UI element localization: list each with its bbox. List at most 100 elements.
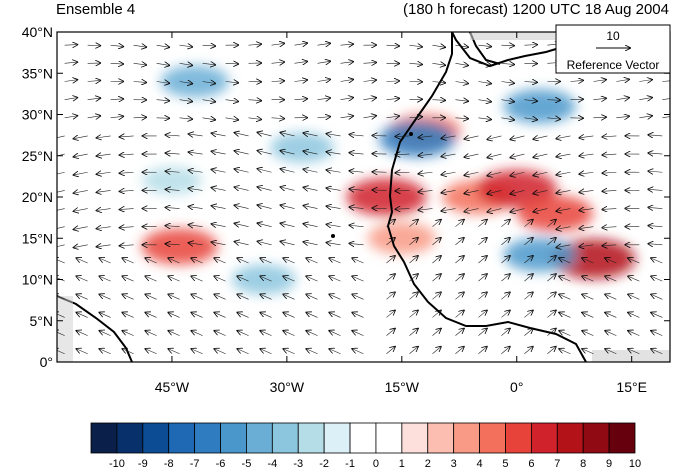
wind-vector (317, 79, 331, 81)
wind-vector (559, 294, 571, 300)
wind-vector (281, 151, 295, 154)
colorbar-swatch (401, 422, 429, 454)
wind-vector (156, 63, 170, 65)
wind-vector (99, 258, 111, 264)
wind-vector (283, 349, 295, 355)
wind-vector (386, 329, 394, 336)
anomaly-blob (503, 89, 576, 124)
wind-vector (214, 294, 226, 300)
wind-vector (352, 276, 364, 282)
wind-vector (76, 258, 88, 264)
wind-vector (524, 45, 537, 46)
wind-vector (579, 245, 594, 247)
wind-vector (350, 153, 364, 154)
colorbar-label: 1 (399, 458, 405, 470)
wind-vector (225, 100, 239, 102)
x-tick-label: 15°W (385, 379, 420, 395)
wind-vector (464, 190, 479, 193)
wind-vector (99, 276, 111, 282)
wind-vector (340, 79, 354, 81)
colorbar-swatch (297, 422, 325, 454)
wind-vector (120, 190, 134, 191)
wind-vector (168, 313, 180, 318)
wind-vector (74, 172, 88, 175)
wind-vector (363, 98, 377, 100)
wind-vector (110, 116, 124, 117)
wind-vector (156, 45, 170, 47)
wind-vector (386, 256, 394, 264)
wind-vector (409, 256, 417, 264)
wind-vector (327, 188, 341, 190)
wind-vector (145, 331, 157, 336)
wind-vector (409, 45, 422, 47)
wind-vector (317, 61, 331, 63)
wind-vector (329, 313, 341, 318)
wind-vector (628, 313, 640, 318)
wind-vector (605, 258, 617, 264)
colorbar-label: 8 (580, 458, 586, 470)
wind-vector (166, 171, 180, 172)
wind-vector (166, 226, 180, 227)
wind-vector (133, 117, 147, 118)
canary-islands (409, 132, 413, 136)
wind-vector (409, 117, 422, 118)
wind-vector (628, 331, 640, 336)
wind-vector (57, 190, 65, 193)
wind-vector (166, 189, 180, 190)
wind-vector (122, 331, 134, 336)
colorbar-label: 10 (629, 458, 641, 470)
wind-vector (281, 223, 295, 226)
wind-vector (432, 100, 445, 101)
wind-vector (191, 331, 203, 336)
wind-vector (260, 294, 272, 300)
wind-vector (582, 331, 594, 336)
wind-vector (306, 313, 318, 318)
wind-vector (74, 227, 88, 230)
wind-vector (97, 136, 111, 138)
wind-vector (386, 116, 399, 118)
wind-vector (559, 349, 571, 355)
wind-vector (648, 171, 663, 172)
wind-vector (501, 118, 514, 120)
wind-vector (329, 276, 341, 282)
wind-vector (327, 152, 341, 154)
wind-vector (579, 136, 594, 138)
wind-vector (455, 220, 463, 227)
wind-vector (455, 100, 468, 102)
wind-vector (304, 187, 318, 190)
colorbar-label: 7 (554, 458, 560, 470)
wind-vector (524, 100, 537, 102)
wind-vector (64, 80, 78, 82)
wind-vector (478, 238, 486, 246)
wind-vector (524, 274, 532, 282)
wind-vector (340, 98, 354, 100)
wind-vector (547, 310, 555, 318)
wind-vector (602, 227, 617, 228)
wind-vector (57, 313, 65, 318)
wind-vector (327, 206, 341, 208)
anomaly-blob (160, 65, 229, 98)
colorbar-label: -1 (345, 458, 355, 470)
wind-vector (166, 244, 180, 245)
wind-vector (418, 172, 433, 174)
wind-vector (97, 227, 111, 229)
wind-vector (478, 292, 486, 300)
wind-vector (350, 171, 364, 172)
wind-vector (133, 63, 147, 65)
wind-vector (74, 245, 88, 248)
wind-vector (579, 209, 594, 211)
wind-vector (363, 80, 377, 82)
wind-vector (478, 118, 491, 120)
wind-vector (317, 117, 331, 118)
wind-vector (547, 329, 555, 336)
wind-vector (340, 116, 354, 118)
anomaly-blob (141, 228, 218, 265)
wind-vector (579, 227, 594, 229)
wind-vector (235, 187, 249, 190)
wind-vector (306, 276, 318, 282)
wind-vector (386, 310, 394, 318)
wind-vector (501, 82, 514, 84)
colorbar-swatch (323, 422, 351, 454)
wind-vector (432, 256, 440, 264)
colorbar-swatch (194, 422, 221, 454)
